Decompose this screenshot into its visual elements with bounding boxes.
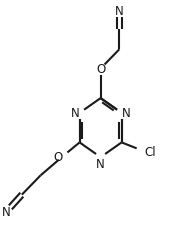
Text: N: N — [115, 5, 124, 18]
Text: N: N — [2, 205, 11, 218]
Text: Cl: Cl — [145, 145, 156, 158]
Text: N: N — [122, 107, 130, 120]
Text: O: O — [96, 63, 105, 76]
Text: N: N — [71, 107, 80, 120]
Text: O: O — [54, 150, 63, 163]
Text: N: N — [96, 158, 105, 170]
